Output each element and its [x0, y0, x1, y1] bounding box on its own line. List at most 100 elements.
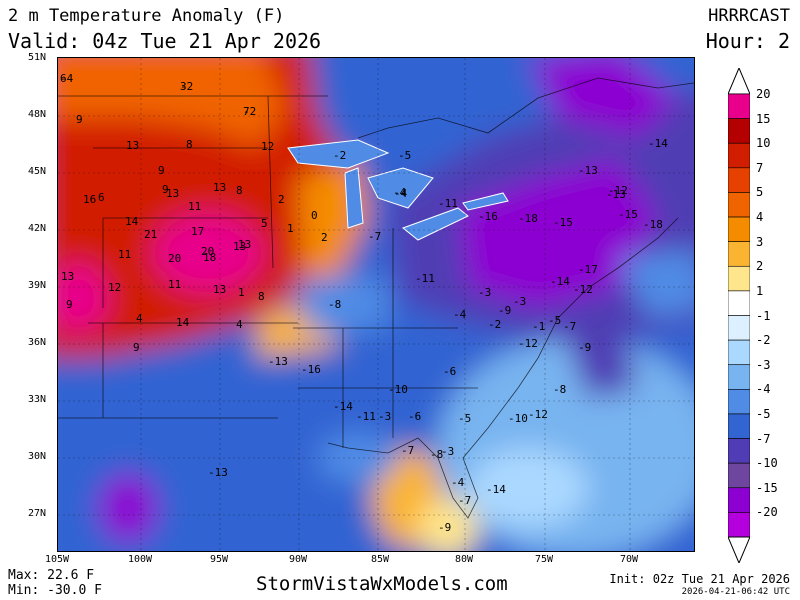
colorbar-label: -2 — [756, 333, 771, 348]
anomaly-value: -14 — [550, 275, 570, 288]
anomaly-field — [58, 58, 694, 551]
anomaly-value: -4 — [394, 187, 408, 200]
anomaly-value: -12 — [528, 408, 548, 421]
anomaly-value: -15 — [553, 216, 573, 229]
colorbar-label: 1 — [756, 283, 764, 298]
lon-label: 100W — [127, 554, 153, 565]
colorbar-swatches — [727, 66, 751, 565]
colorbar-swatch — [727, 216, 751, 242]
anomaly-value: -8 — [328, 298, 341, 311]
anomaly-value: -3 — [478, 286, 491, 299]
anomaly-value: 1 — [238, 286, 245, 299]
valid-time: Valid: 04z Tue 21 Apr 2026 — [8, 29, 322, 53]
anomaly-value: 16 — [83, 193, 96, 206]
colorbar-label: -3 — [756, 357, 771, 372]
anomaly-value: 11 — [188, 200, 201, 213]
anomaly-value: -4 — [453, 308, 467, 321]
colorbar-label: 3 — [756, 234, 764, 249]
max-value: Max: 22.6 F — [8, 568, 95, 583]
anomaly-value: 14 — [176, 316, 190, 329]
anomaly-value: 2 — [278, 193, 285, 206]
anomaly-value: -18 — [518, 212, 538, 225]
lat-label: 48N — [28, 109, 47, 120]
anomaly-value: -3 — [441, 445, 454, 458]
anomaly-value: -11 — [415, 272, 435, 285]
render-timestamp: 2026-04-21-06:42 UTC — [681, 587, 790, 597]
anomaly-value: 20 — [201, 245, 214, 258]
anomaly-value: -11 — [438, 197, 458, 210]
colorbar-swatch — [727, 167, 751, 193]
colorbar-swatch — [727, 438, 751, 464]
lat-label: 45N — [28, 166, 47, 177]
anomaly-value: 11 — [118, 248, 131, 261]
colorbar-swatch — [727, 364, 751, 390]
anomaly-value: -3 — [378, 410, 391, 423]
anomaly-value: -13 — [606, 188, 626, 201]
colorbar-swatch — [727, 315, 751, 341]
min-value: Min: -30.0 F — [8, 583, 102, 598]
colorbar-swatch — [727, 512, 751, 538]
anomaly-value: 12 — [261, 140, 274, 153]
anomaly-value: -5 — [398, 149, 411, 162]
anomaly-value: -10 — [388, 383, 408, 396]
colorbar-label: 2 — [756, 259, 764, 274]
lat-label: 30N — [28, 451, 47, 462]
anomaly-value: 9 — [133, 341, 140, 354]
colorbar-label: 5 — [756, 185, 764, 200]
colorbar-swatch — [727, 241, 751, 267]
colorbar-label: 10 — [756, 136, 771, 151]
lat-label: 51N — [28, 52, 47, 63]
anomaly-value: 4 — [236, 318, 243, 331]
lon-label: 105W — [44, 554, 70, 565]
colorbar-label: -1 — [756, 308, 771, 323]
anomaly-value: 9 — [162, 183, 169, 196]
anomaly-value: 5 — [261, 217, 268, 230]
anomaly-map: 6 3 7 9 13 8 12 9 13 6 16 9 13 8 2 14 11 17 13 21 20 5 1 0 2 13 11… — [57, 57, 695, 552]
colorbar-label: -4 — [756, 382, 771, 397]
anomaly-value: 9 — [66, 298, 73, 311]
anomaly-value: -13 — [208, 466, 228, 479]
anomaly-value: 17 — [191, 225, 204, 238]
colorbar-swatch — [727, 192, 751, 218]
anomaly-value: -6 — [443, 365, 456, 378]
colorbar-swatch — [727, 93, 751, 119]
lat-label: 33N — [28, 394, 47, 405]
anomaly-value: -1 — [532, 320, 545, 333]
anomaly-value: 13 — [238, 238, 251, 251]
anomaly-value: -13 — [268, 355, 288, 368]
colorbar-label: -20 — [756, 505, 778, 520]
anomaly-value: 13 — [126, 139, 139, 152]
colorbar-arrow-bottom — [727, 536, 751, 565]
anomaly-value: 8 — [186, 138, 193, 151]
lon-label: 70W — [619, 554, 639, 565]
anomaly-value: 13 — [213, 283, 226, 296]
lon-label: 75W — [534, 554, 554, 565]
anomaly-value: 9 — [76, 113, 83, 126]
colorbar-swatch — [727, 413, 751, 439]
anomaly-value: 18 — [203, 251, 216, 264]
anomaly-value: -4 — [393, 186, 407, 199]
forecast-hour: Hour: 2 — [705, 29, 790, 53]
anomaly-value: -17 — [578, 263, 598, 276]
anomaly-value: 2 — [321, 231, 328, 244]
anomaly-value: -7 — [563, 320, 576, 333]
anomaly-value: 8 — [258, 290, 265, 303]
anomaly-value: -9 — [438, 521, 451, 534]
init-time: Init: 02z Tue 21 Apr 2026 — [609, 572, 790, 586]
anomaly-value: 13 — [233, 240, 246, 253]
colorbar-swatch — [727, 339, 751, 366]
colorbar-label: 20 — [756, 87, 771, 101]
colorbar-label: -15 — [756, 480, 778, 495]
lat-label: 36N — [28, 337, 47, 348]
anomaly-value: -3 — [513, 295, 526, 308]
colorbar-label: 15 — [756, 111, 771, 126]
colorbar-swatch — [727, 118, 751, 144]
lon-label: 95W — [209, 554, 229, 565]
anomaly-value: -7 — [458, 494, 471, 507]
anomaly-value: 7 — [243, 105, 250, 118]
anomaly-value: -4 — [60, 72, 74, 85]
lat-label: 39N — [28, 280, 47, 291]
anomaly-value: -11 — [356, 410, 376, 423]
anomaly-value: -12 — [608, 184, 628, 197]
